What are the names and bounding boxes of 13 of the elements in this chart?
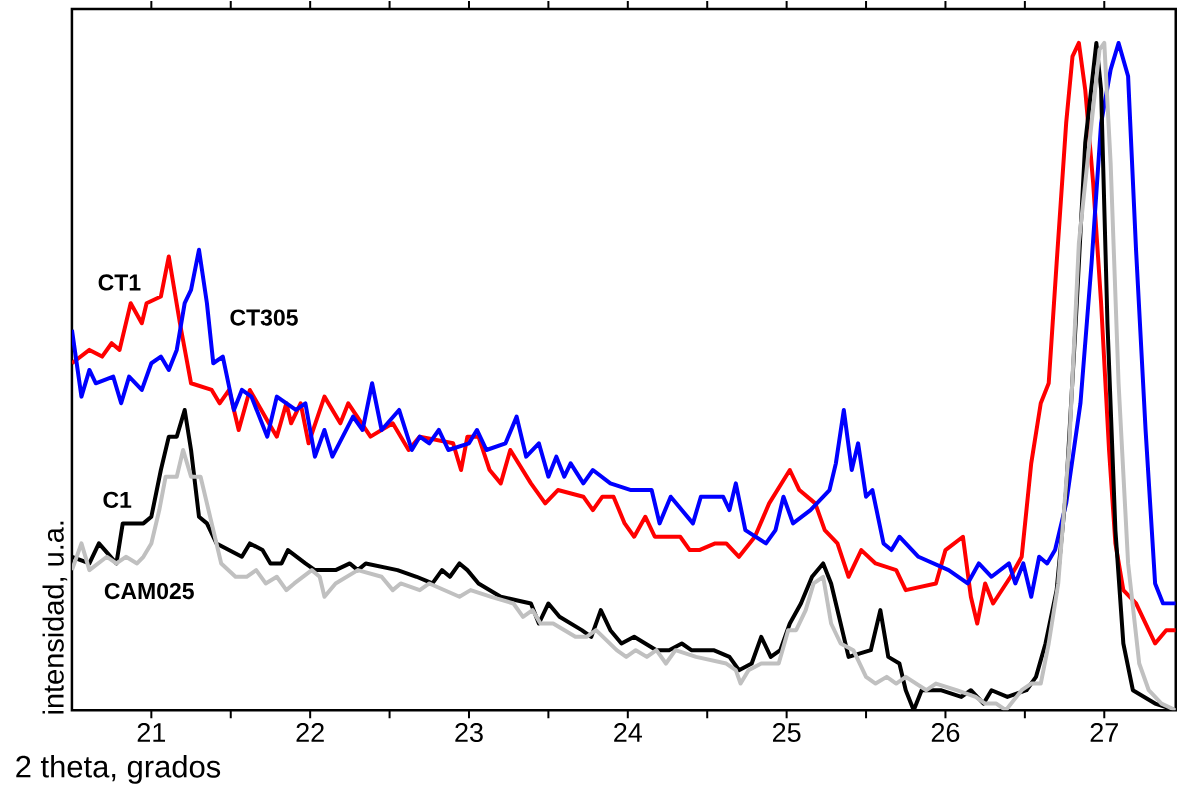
series-label: CT1 bbox=[98, 274, 141, 291]
x-tick-label: 26 bbox=[931, 722, 960, 742]
x-tick-label: 23 bbox=[455, 722, 483, 742]
x-tick-label: 24 bbox=[614, 722, 643, 742]
x-tick-label: 27 bbox=[1090, 722, 1118, 742]
x-tick-label: 22 bbox=[296, 722, 324, 742]
series-label: CT305 bbox=[230, 309, 298, 326]
series-label: CAM025 bbox=[104, 582, 194, 600]
x-tick-label: 21 bbox=[137, 722, 166, 742]
series-label: C1 bbox=[103, 491, 132, 508]
y-axis-title: intensidad, u.a. bbox=[42, 521, 68, 714]
x-tick-label: 25 bbox=[772, 722, 801, 742]
x-axis-title: 2 theta, grados bbox=[16, 754, 221, 784]
